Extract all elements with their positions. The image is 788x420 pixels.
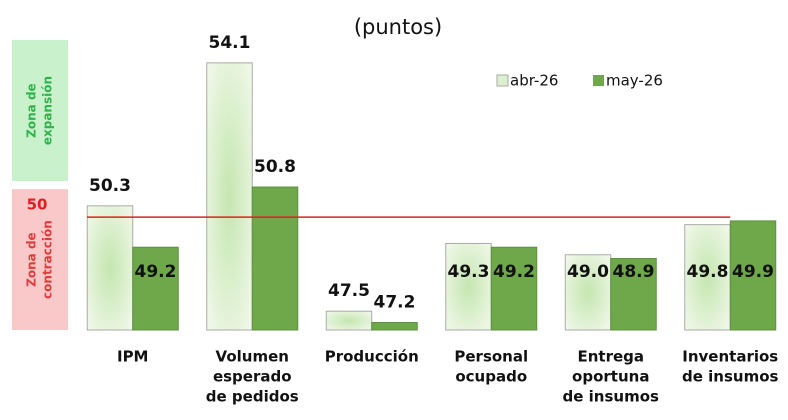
x-tick-label: ocupado — [455, 368, 527, 386]
value-label: 47.2 — [374, 292, 416, 312]
value-label: 49.0 — [567, 262, 609, 282]
x-tick-label: Personal — [454, 348, 528, 366]
value-label: 49.8 — [687, 262, 729, 282]
x-tick-label: oportuna — [572, 368, 649, 386]
x-tick-label: de insumos — [682, 368, 778, 386]
bar — [729, 220, 777, 331]
x-tick-label: Volumen — [216, 348, 289, 366]
bar — [251, 186, 299, 331]
zone-label: contracción — [41, 220, 55, 299]
bar — [325, 310, 373, 331]
value-label: 49.2 — [493, 262, 535, 282]
bar — [564, 254, 612, 331]
legend-label: may-26 — [606, 72, 663, 90]
value-label: 49.3 — [448, 262, 490, 282]
zone-box — [12, 189, 68, 330]
legend-swatch — [593, 75, 604, 86]
legend-label: abr-26 — [510, 72, 558, 90]
x-tick-label: Inventarios — [682, 348, 778, 366]
x-tick-label: IPM — [117, 348, 149, 366]
x-tick-label: Entrega — [577, 348, 644, 366]
value-label: 49.2 — [135, 262, 177, 282]
bar — [132, 246, 179, 331]
zone-label: Zona de — [25, 232, 39, 287]
x-tick-label: de pedidos — [206, 388, 299, 406]
bar — [206, 62, 253, 331]
bar — [490, 246, 538, 331]
x-tick-label: Producción — [325, 348, 419, 366]
bar — [445, 242, 492, 331]
bar — [610, 258, 657, 331]
bar — [371, 321, 418, 331]
value-label: 49.9 — [732, 262, 774, 282]
value-label: 54.1 — [209, 33, 251, 53]
chart-title: (puntos) — [354, 15, 442, 39]
legend-swatch — [496, 74, 509, 87]
zone-label: Zona de — [25, 83, 39, 138]
value-label: 50.8 — [254, 157, 296, 177]
x-tick-label: de insumos — [563, 388, 659, 406]
reference-label: 50 — [27, 196, 48, 214]
bar — [86, 205, 134, 331]
zone-box — [12, 40, 68, 182]
zone-label: expansión — [41, 76, 55, 145]
value-label: 47.5 — [328, 281, 370, 301]
x-tick-label: esperado — [213, 368, 292, 386]
value-label: 50.3 — [89, 176, 131, 196]
value-label: 48.9 — [613, 262, 655, 282]
